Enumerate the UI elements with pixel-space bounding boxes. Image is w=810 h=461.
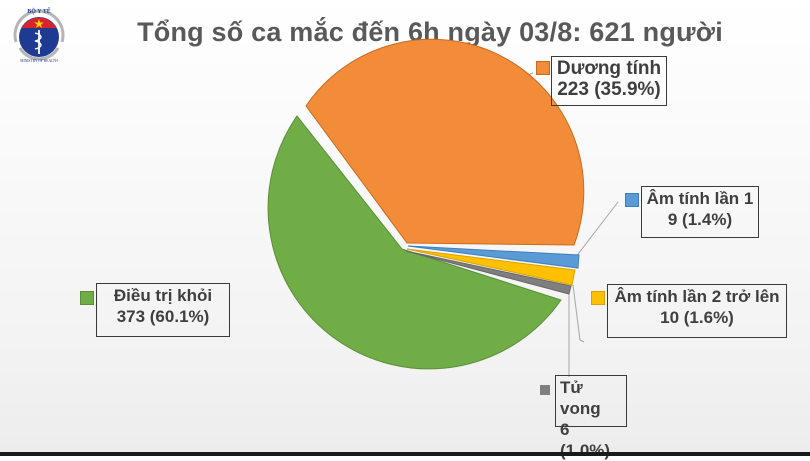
label-dieu-tri-khoi-value: 373 (60.1%) xyxy=(116,307,210,326)
swatch-dieu-tri-khoi xyxy=(80,291,94,305)
label-am-tinh-2: Âm tính lần 2 trở lên 10 (1.6%) xyxy=(607,284,787,338)
label-duong-tinh-value: 223 (35.9%) xyxy=(557,79,661,100)
leader-line-am-tinh-2 xyxy=(572,284,585,343)
swatch-am-tinh-1 xyxy=(625,193,639,207)
label-duong-tinh: Dương tính 223 (35.9%) xyxy=(551,56,667,106)
label-dieu-tri-khoi: Điều trị khỏi 373 (60.1%) xyxy=(96,283,230,337)
slice-tu-vong xyxy=(405,250,572,295)
label-am-tinh-1: Âm tính lần 1 9 (1.4%) xyxy=(641,186,759,238)
swatch-am-tinh-2 xyxy=(591,291,605,305)
label-am-tinh-2-name: Âm tính lần 2 trở lên xyxy=(614,287,780,306)
slice-duong-tinh xyxy=(305,38,585,246)
leader-line-am-tinh-1 xyxy=(574,201,619,259)
swatch-tu-vong xyxy=(540,385,550,395)
slice-dieu-tri-khoi xyxy=(267,115,562,370)
label-duong-tinh-name: Dương tính xyxy=(556,58,662,79)
svg-text:MINISTRY OF HEALTH: MINISTRY OF HEALTH xyxy=(20,59,58,63)
label-tu-vong: Tử vong 6 (1.0%) xyxy=(555,375,627,460)
slice-am-tinh-1 xyxy=(407,245,580,269)
label-am-tinh-1-value: 9 (1.4%) xyxy=(667,210,733,229)
slice-am-tinh-2 xyxy=(406,248,576,286)
label-tu-vong-name: Tử vong xyxy=(560,378,601,418)
bottom-bar xyxy=(0,452,810,456)
svg-text:BỘ Y TẾ: BỘ Y TẾ xyxy=(27,7,50,15)
ministry-of-health-logo: BỘ Y TẾ MINISTRY OF HEALTH xyxy=(8,4,70,66)
label-am-tinh-2-value: 10 (1.6%) xyxy=(660,308,734,327)
label-dieu-tri-khoi-name: Điều trị khỏi xyxy=(113,286,213,305)
swatch-duong-tinh xyxy=(536,61,550,75)
label-am-tinh-1-name: Âm tính lần 1 xyxy=(646,189,754,208)
